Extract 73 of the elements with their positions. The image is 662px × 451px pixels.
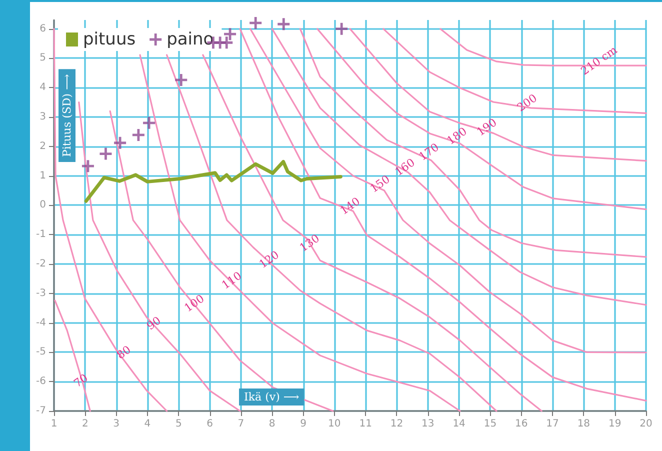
x-tick-label: 13 — [422, 418, 434, 430]
point — [250, 16, 262, 29]
legend-label: paino — [166, 30, 214, 50]
line-series — [202, 54, 542, 412]
x-tick-label: 1 — [50, 418, 58, 430]
x-tick-label: 17 — [546, 418, 559, 430]
x-tick-label: 10 — [328, 418, 341, 430]
annotation: 120 — [256, 248, 282, 271]
annotation: 80 — [114, 343, 134, 362]
annotation: 140 — [338, 194, 362, 218]
x-tick-label: 12 — [390, 418, 404, 430]
line-series — [239, 28, 647, 402]
y-tick-label: 4 — [40, 82, 46, 94]
y-tick-label: -3 — [36, 288, 46, 299]
y-tick-label: 6 — [40, 23, 46, 34]
annotation: 130 — [297, 232, 322, 254]
x-tick-label: 3 — [113, 418, 120, 430]
y-tick-label: 0 — [40, 200, 46, 211]
point — [143, 116, 156, 129]
y-axis-title: Pituus (SD) ⟶ — [60, 74, 74, 157]
point — [82, 160, 94, 172]
point — [224, 28, 236, 40]
x-tick-label: 16 — [515, 418, 528, 430]
y-tick-label: -1 — [36, 229, 46, 240]
legend-label: pituus — [83, 30, 136, 50]
y-tick-label: -2 — [36, 258, 46, 270]
y-tick-label: -7 — [36, 406, 46, 416]
point — [100, 148, 112, 160]
line-series — [299, 28, 647, 258]
x-tick-label: 9 — [300, 418, 306, 430]
point — [175, 74, 188, 86]
x-tick-label: 2 — [82, 418, 88, 430]
annotation: 160 — [392, 156, 418, 179]
x-tick-label: 14 — [452, 418, 466, 430]
point — [278, 18, 290, 30]
point — [114, 136, 126, 149]
x-tick-label: 8 — [268, 418, 276, 430]
x-tick-label: 15 — [484, 418, 497, 430]
annotation: 210 cm — [578, 43, 620, 78]
y-tick-label: 2 — [40, 140, 46, 152]
y-tick-label: -6 — [36, 376, 46, 388]
x-tick-label: 5 — [175, 418, 182, 430]
point — [220, 36, 233, 49]
y-tick-label: 1 — [40, 170, 46, 182]
x-tick-label: 11 — [359, 418, 372, 430]
point — [132, 128, 144, 141]
y-tick-label: 3 — [40, 112, 46, 123]
annotation: 150 — [368, 172, 392, 196]
annotation: 190 — [474, 116, 500, 139]
point — [336, 22, 348, 35]
y-tick-label: -4 — [36, 317, 46, 328]
annotation: 100 — [182, 292, 207, 315]
y-tick-label: -5 — [36, 346, 46, 358]
annotation: 200 — [514, 92, 540, 114]
x-tick-label: 20 — [640, 418, 652, 430]
annotation: 70 — [71, 371, 90, 390]
line-series — [53, 28, 168, 412]
x-tick-label: 4 — [144, 418, 151, 430]
y-tick-label: 5 — [40, 52, 46, 64]
x-tick-label: 18 — [577, 418, 590, 430]
line-series — [382, 28, 647, 114]
x-axis-title: Ikä (v) ⟶ — [244, 390, 300, 404]
line-series — [109, 110, 334, 412]
x-tick-label: 6 — [206, 418, 213, 430]
annotation: 110 — [219, 269, 244, 292]
annotation: 90 — [144, 314, 164, 333]
line-series — [54, 300, 91, 412]
annotation: 170 — [416, 140, 442, 164]
x-tick-label: 19 — [608, 418, 622, 430]
line-series — [84, 160, 342, 203]
x-tick-label: 7 — [238, 418, 244, 430]
line-series — [166, 54, 498, 412]
annotation: 180 — [444, 124, 470, 148]
